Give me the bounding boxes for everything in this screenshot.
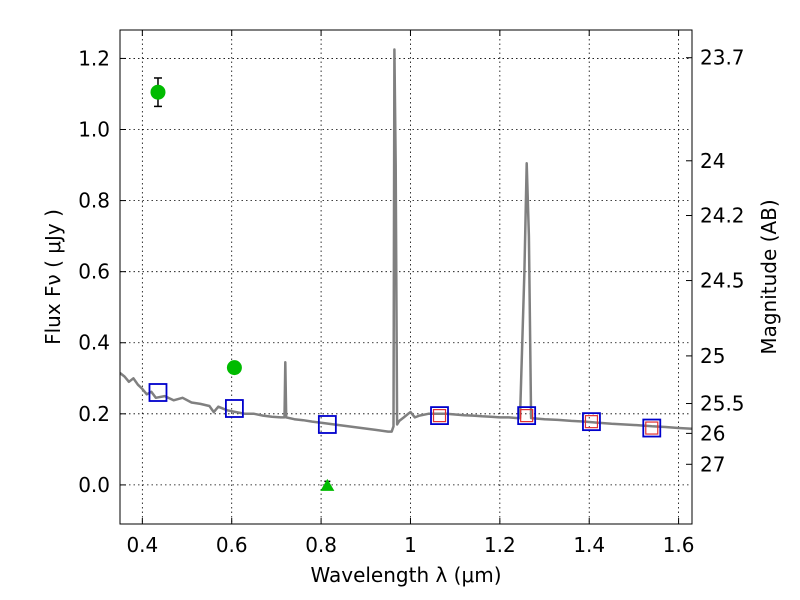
inner-red-square: [520, 409, 534, 423]
x-tick-label: 0.6: [216, 533, 248, 557]
y-axis-title: Flux Fν ( μJy ): [41, 209, 65, 345]
x-tick-label: 1: [404, 533, 417, 557]
y-tick-label: 0.4: [78, 331, 110, 355]
model-photometry-square: [317, 415, 337, 434]
model-photometry-square: [148, 383, 168, 402]
plot-frame: [119, 29, 693, 525]
plot-area: [120, 48, 692, 491]
y-tick-label: 0.8: [78, 189, 110, 213]
spectrum-line: [120, 48, 692, 433]
model-photometry-square: [224, 399, 244, 418]
y2-tick-label: 26: [700, 421, 725, 445]
y2-tick-label: 27: [700, 452, 725, 476]
y2-tick-label: 23.7: [700, 46, 745, 70]
model-photometry-square: [582, 412, 601, 432]
x-axis-title: Wavelength λ (μm): [310, 563, 501, 587]
grid-lines: [120, 30, 692, 524]
observed-flux-point: [226, 360, 242, 376]
observed-flux-point: [150, 84, 166, 100]
y2-tick-label: 25.5: [700, 392, 745, 416]
y2-tick-label: 24: [700, 149, 725, 173]
y-tick-label: 1.2: [78, 46, 110, 70]
model-photometry-square: [517, 406, 537, 426]
model-photometry-square: [642, 418, 662, 438]
triangle-point: [320, 478, 335, 491]
x-tick-label: 1.6: [663, 533, 695, 557]
inner-red-square: [645, 421, 659, 435]
axis-ticks: 0.4 0.6 0.8 1 1.2 1.4 1.6 0.0 0.2 0.4 0.6 0.8 1.0 1.2…: [78, 30, 745, 557]
y-tick-label: 1.0: [78, 118, 110, 142]
y2-tick-label: 24.2: [700, 204, 745, 228]
y2-tick-label: 25: [700, 344, 725, 368]
x-tick-label: 1.2: [484, 533, 516, 557]
inner-red-square: [432, 409, 447, 423]
model-photometry-square: [430, 406, 449, 426]
y-tick-label: 0.0: [78, 473, 110, 497]
inner-red-square: [584, 415, 599, 429]
x-tick-label: 1.4: [573, 533, 605, 557]
y-tick-label: 0.2: [78, 402, 110, 426]
y2-tick-label: 24.5: [700, 269, 745, 293]
x-tick-label: 0.4: [126, 533, 158, 557]
y-tick-label: 0.6: [78, 260, 110, 284]
x-tick-label: 0.8: [305, 533, 337, 557]
y2-axis-title: Magnitude (AB): [757, 199, 781, 354]
